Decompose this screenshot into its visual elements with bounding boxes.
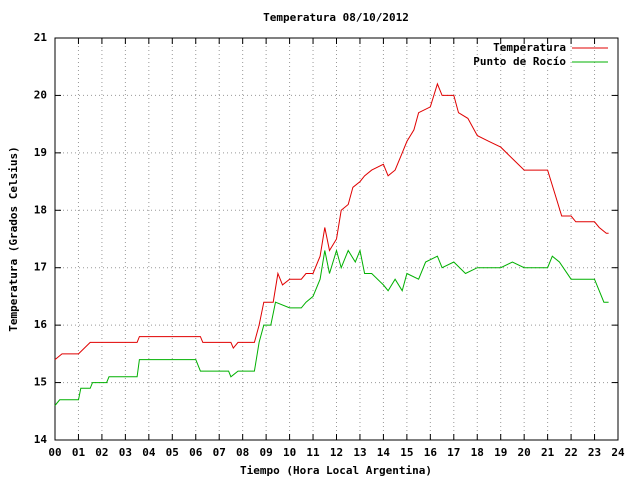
y-tick-label: 17 [34,261,47,274]
x-tick-label: 04 [142,446,156,459]
y-tick-label: 14 [34,433,48,446]
x-tick-label: 19 [494,446,507,459]
y-tick-label: 19 [34,146,47,159]
x-tick-label: 08 [236,446,249,459]
x-tick-label: 13 [353,446,366,459]
x-tick-label: 06 [189,446,203,459]
x-tick-label: 10 [283,446,296,459]
legend-label: Punto de Rocío [473,55,566,68]
x-tick-label: 11 [306,446,320,459]
legend-label: Temperatura [493,41,566,54]
x-tick-label: 23 [588,446,601,459]
y-tick-label: 16 [34,318,48,331]
x-tick-label: 15 [400,446,413,459]
x-tick-label: 02 [95,446,108,459]
x-tick-label: 21 [541,446,555,459]
y-tick-label: 18 [34,203,47,216]
x-tick-label: 00 [48,446,61,459]
x-tick-label: 07 [213,446,226,459]
x-tick-label: 17 [447,446,460,459]
chart-title: Temperatura 08/10/2012 [263,11,409,24]
x-tick-label: 12 [330,446,343,459]
x-tick-label: 01 [72,446,86,459]
x-axis-title: Tiempo (Hora Local Argentina) [240,464,432,477]
x-tick-label: 05 [166,446,179,459]
x-tick-label: 09 [260,446,273,459]
x-tick-label: 22 [564,446,577,459]
y-axis-title: Temperatura (Grados Celsius) [7,146,20,331]
x-tick-label: 03 [119,446,132,459]
x-tick-label: 16 [424,446,438,459]
plot-frame [54,37,619,441]
x-tick-label: 14 [377,446,391,459]
y-tick-label: 15 [34,376,47,389]
x-tick-label: 18 [471,446,484,459]
y-tick-label: 20 [34,88,47,101]
y-tick-label: 21 [34,31,48,44]
series-line [54,248,609,406]
x-tick-label: 20 [518,446,531,459]
series-line [54,82,609,360]
x-tick-label: 24 [611,446,625,459]
